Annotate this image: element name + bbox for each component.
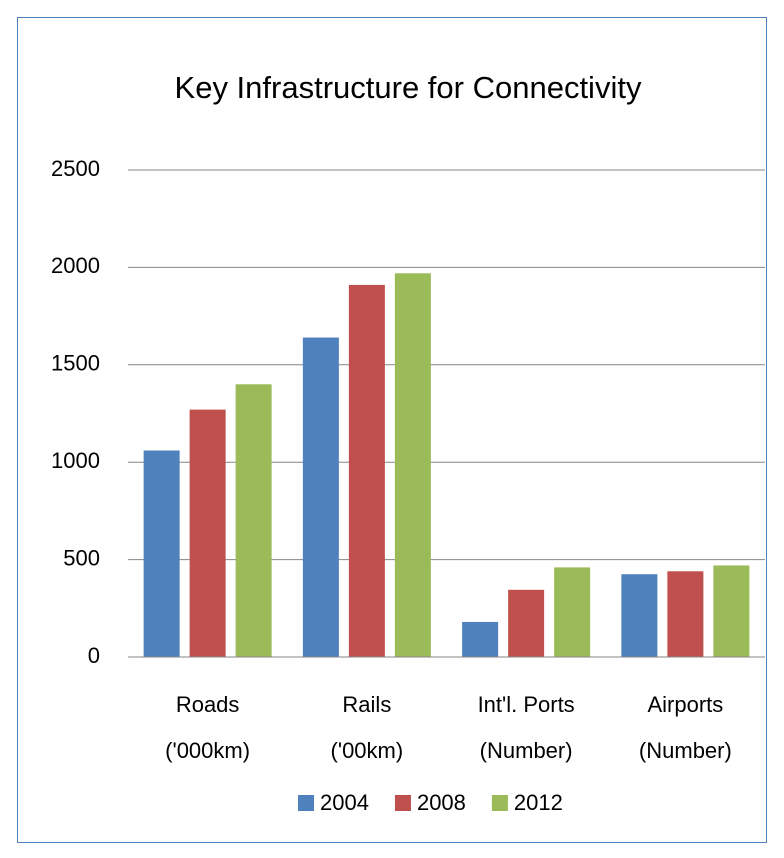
y-tick-label: 1000 <box>51 448 100 473</box>
x-tick-label-line: Roads <box>176 692 240 717</box>
legend-swatch <box>491 795 508 811</box>
legend-label: 2008 <box>417 790 466 815</box>
y-tick-label: 2500 <box>51 156 100 181</box>
legend-swatch <box>298 795 314 811</box>
x-tick-label-line: Int'l. Ports <box>478 692 575 717</box>
x-tick-label-line: ('000km) <box>165 738 250 763</box>
legend-label: 2012 <box>514 790 563 815</box>
bar <box>508 589 545 657</box>
chart-border <box>17 17 767 843</box>
bar <box>462 621 499 657</box>
bar <box>621 574 658 657</box>
x-tick-label-line: Airports <box>647 692 723 717</box>
bar <box>235 384 272 657</box>
bar <box>554 567 591 657</box>
x-tick-label-line: Rails <box>342 692 391 717</box>
bar <box>143 450 180 657</box>
x-tick-label-line: ('00km) <box>331 738 404 763</box>
x-tick-label: Rails ('00km) <box>331 692 404 763</box>
x-tick-label: Int'l. Ports (Number) <box>478 692 575 763</box>
bar <box>189 409 226 657</box>
x-tick-label: Roads ('000km) <box>165 692 250 763</box>
bar <box>394 273 431 657</box>
y-tick-label: 1500 <box>51 351 100 376</box>
y-tick-label: 500 <box>63 545 100 570</box>
y-tick-label: 2000 <box>51 253 100 278</box>
legend-label: 2004 <box>320 790 369 815</box>
legend-swatch <box>394 795 411 811</box>
bar <box>667 571 704 657</box>
y-tick-label: 0 <box>88 643 100 668</box>
x-tick-label-line: (Number) <box>480 738 573 763</box>
chart-title: Key Infrastructure for Connectivity <box>175 70 642 105</box>
bar <box>302 337 339 657</box>
bar <box>348 284 385 657</box>
x-tick-label-line: (Number) <box>639 738 732 763</box>
x-tick-label: Airports (Number) <box>639 692 732 763</box>
bar <box>713 565 750 657</box>
